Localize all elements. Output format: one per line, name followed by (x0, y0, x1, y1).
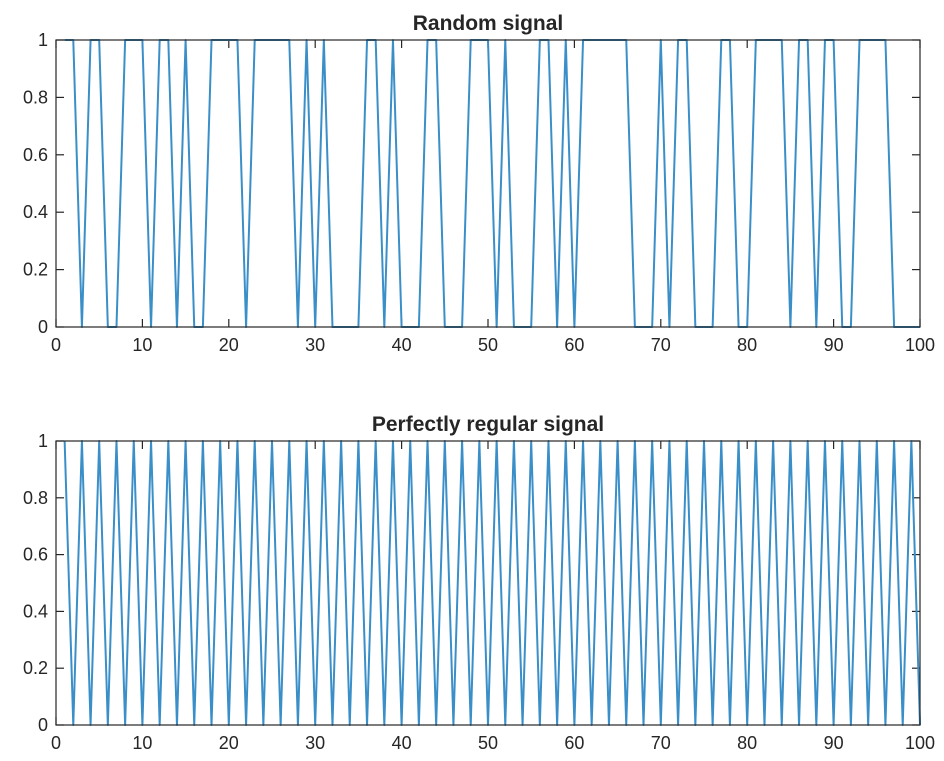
chart-regular-signal: Perfectly regular signal 00.20.40.60.81 … (23, 413, 935, 753)
x-tick-label: 70 (651, 335, 671, 355)
x-tick-label: 100 (905, 335, 935, 355)
x-tick-label: 60 (564, 335, 584, 355)
x-tick-label: 60 (564, 733, 584, 753)
series-line (64, 39, 920, 328)
x-tick-label: 30 (305, 733, 325, 753)
x-tick-label: 10 (132, 733, 152, 753)
x-tick-label: 40 (392, 733, 412, 753)
x-tick-label: 50 (478, 335, 498, 355)
x-axis: 0 10 20 30 40 50 60 70 80 90 100 (51, 441, 935, 753)
x-tick-label: 80 (737, 733, 757, 753)
y-tick-label: 1 (38, 431, 48, 451)
chart-title: Random signal (413, 12, 564, 35)
y-tick-label: 0.6 (23, 145, 48, 165)
series-line (63, 440, 921, 726)
chart-random-signal: Random signal 0 0.2 0.4 0.6 0.8 1 0 10 20 30 40 50… (23, 12, 935, 355)
x-tick-label: 50 (478, 733, 498, 753)
y-tick-label: 0.2 (23, 658, 48, 678)
y-tick-label: 1 (38, 30, 48, 50)
axes-box (55, 39, 921, 328)
y-tick-label: 0.4 (23, 202, 48, 222)
plot-area (64, 39, 920, 328)
x-tick-label: 70 (651, 733, 671, 753)
x-tick-label: 90 (824, 733, 844, 753)
y-tick-label: 0.6 (23, 545, 48, 565)
x-tick-label: 40 (392, 335, 412, 355)
x-tick-label: 20 (219, 335, 239, 355)
y-tick-label: 0.8 (23, 87, 48, 107)
x-tick-label: 10 (132, 335, 152, 355)
y-tick-label: 0.4 (23, 601, 48, 621)
x-tick-label: 90 (824, 335, 844, 355)
x-tick-label: 0 (51, 335, 61, 355)
x-tick-label: 0 (51, 733, 61, 753)
y-tick-label: 0.8 (23, 488, 48, 508)
axes-box (55, 440, 921, 726)
x-tick-label: 100 (905, 733, 935, 753)
x-tick-label: 30 (305, 335, 325, 355)
x-tick-label: 20 (219, 733, 239, 753)
y-tick-label: 0.2 (23, 260, 48, 280)
plot-area (63, 440, 921, 726)
x-tick-label: 80 (737, 335, 757, 355)
y-tick-label: 0 (38, 317, 48, 337)
y-tick-label: 0 (38, 715, 48, 735)
y-axis: 0 0.2 0.4 0.6 0.8 1 (23, 30, 920, 337)
chart-title: Perfectly regular signal (372, 413, 604, 436)
